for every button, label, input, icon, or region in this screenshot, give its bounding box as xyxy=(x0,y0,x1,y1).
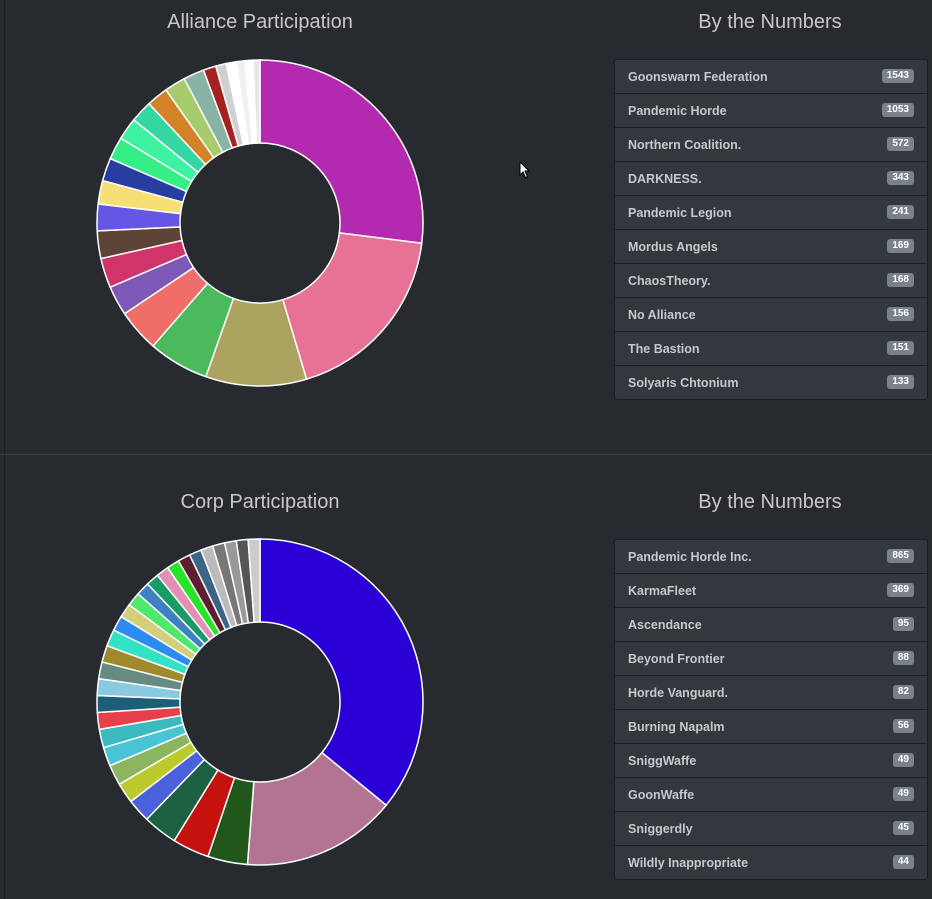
alliance-item-name: Goonswarm Federation xyxy=(628,70,768,84)
alliance-item-name: Mordus Angels xyxy=(628,240,718,254)
alliance-section: Alliance Participation By the Numbers Go… xyxy=(4,0,928,454)
alliance-list-item[interactable]: Mordus Angels 169 xyxy=(614,229,928,264)
corp-item-name: Pandemic Horde Inc. xyxy=(628,550,752,564)
alliance-item-count-badge: 169 xyxy=(887,239,914,253)
corp-item-count-badge: 49 xyxy=(892,753,914,767)
corp-item-name: Beyond Frontier xyxy=(628,652,725,666)
alliance-list-item[interactable]: No Alliance 156 xyxy=(614,297,928,332)
alliance-list-item[interactable]: Goonswarm Federation 1543 xyxy=(614,59,928,94)
alliance-item-count-badge: 343 xyxy=(887,171,914,185)
corp-item-count-badge: 82 xyxy=(892,685,914,699)
alliance-item-name: The Bastion xyxy=(628,342,700,356)
corp-list-item[interactable]: Wildly Inappropriate 44 xyxy=(614,845,928,880)
corp-numbers-title: By the Numbers xyxy=(698,491,842,513)
corp-item-name: Ascendance xyxy=(628,618,702,632)
alliance-list-item[interactable]: Northern Coalition. 572 xyxy=(614,127,928,162)
corp-item-count-badge: 369 xyxy=(887,583,914,597)
corp-list-item[interactable]: Sniggerdly 45 xyxy=(614,811,928,846)
alliance-item-name: Solyaris Chtonium xyxy=(628,376,739,390)
alliance-list-item[interactable]: Solyaris Chtonium 133 xyxy=(614,365,928,400)
corp-list-item[interactable]: KarmaFleet 369 xyxy=(614,573,928,608)
alliance-slice[interactable] xyxy=(281,232,423,381)
alliance-list-item[interactable]: ChaosTheory. 168 xyxy=(614,263,928,298)
corp-list-item[interactable]: Horde Vanguard. 82 xyxy=(614,675,928,710)
alliance-item-count-badge: 151 xyxy=(887,341,914,355)
alliance-item-name: DARKNESS. xyxy=(628,172,702,186)
corp-list-item[interactable]: GoonWaffe 49 xyxy=(614,777,928,812)
alliance-item-name: ChaosTheory. xyxy=(628,274,711,288)
alliance-item-name: Pandemic Legion xyxy=(628,206,732,220)
corp-item-count-badge: 88 xyxy=(892,651,914,665)
alliance-list: Goonswarm Federation 1543 Pandemic Horde 10… xyxy=(614,59,928,400)
corp-section: Corp Participation By the Numbers Pandem… xyxy=(0,455,932,899)
corp-item-count-badge: 56 xyxy=(892,719,914,733)
corp-list-item[interactable]: Burning Napalm 56 xyxy=(614,709,928,744)
alliance-item-count-badge: 1053 xyxy=(881,103,914,117)
alliance-item-name: No Alliance xyxy=(628,308,696,322)
alliance-item-count-badge: 156 xyxy=(887,307,914,321)
alliance-item-count-badge: 241 xyxy=(887,205,914,219)
alliance-slice[interactable] xyxy=(259,59,424,245)
corp-item-name: SniggWaffe xyxy=(628,754,697,768)
corp-item-count-badge: 44 xyxy=(892,855,914,869)
corp-list: Pandemic Horde Inc. 865 KarmaFleet 369 Ascen… xyxy=(614,539,928,880)
corp-item-name: Wildly Inappropriate xyxy=(628,856,749,870)
alliance-chart-title: Alliance Participation xyxy=(167,11,353,33)
alliance-item-count-badge: 572 xyxy=(887,137,914,151)
corp-list-item[interactable]: Ascendance 95 xyxy=(614,607,928,642)
corp-item-count-badge: 49 xyxy=(892,787,914,801)
corp-chart-title: Corp Participation xyxy=(180,491,340,513)
alliance-item-count-badge: 133 xyxy=(887,375,914,389)
mouse-cursor-icon xyxy=(519,161,531,179)
corp-slice[interactable] xyxy=(247,538,261,624)
corp-list-item[interactable]: Pandemic Horde Inc. 865 xyxy=(614,539,928,574)
corp-item-count-badge: 865 xyxy=(887,549,914,563)
corp-item-name: Horde Vanguard. xyxy=(628,686,729,700)
corp-item-name: KarmaFleet xyxy=(628,584,697,598)
alliance-item-count-badge: 1543 xyxy=(881,69,914,83)
corp-item-name: GoonWaffe xyxy=(628,788,695,802)
section-divider xyxy=(0,454,932,455)
alliance-list-item[interactable]: DARKNESS. 343 xyxy=(614,161,928,196)
divider xyxy=(4,0,5,454)
corp-item-count-badge: 45 xyxy=(892,821,914,835)
alliance-list-item[interactable]: The Bastion 151 xyxy=(614,331,928,366)
corp-list-item[interactable]: SniggWaffe 49 xyxy=(614,743,928,778)
corp-item-count-badge: 95 xyxy=(892,617,914,631)
corp-donut-chart xyxy=(96,538,424,866)
alliance-item-name: Northern Coalition. xyxy=(628,138,742,152)
alliance-donut-chart xyxy=(96,59,424,387)
corp-item-name: Burning Napalm xyxy=(628,720,725,734)
alliance-numbers-title: By the Numbers xyxy=(698,11,842,33)
divider xyxy=(4,455,5,899)
corp-list-item[interactable]: Beyond Frontier 88 xyxy=(614,641,928,676)
alliance-item-count-badge: 168 xyxy=(887,273,914,287)
corp-slice[interactable] xyxy=(259,538,424,807)
corp-item-name: Sniggerdly xyxy=(628,822,693,836)
alliance-item-name: Pandemic Horde xyxy=(628,104,727,118)
alliance-list-item[interactable]: Pandemic Horde 1053 xyxy=(614,93,928,128)
alliance-list-item[interactable]: Pandemic Legion 241 xyxy=(614,195,928,230)
alliance-slice[interactable] xyxy=(252,59,261,144)
